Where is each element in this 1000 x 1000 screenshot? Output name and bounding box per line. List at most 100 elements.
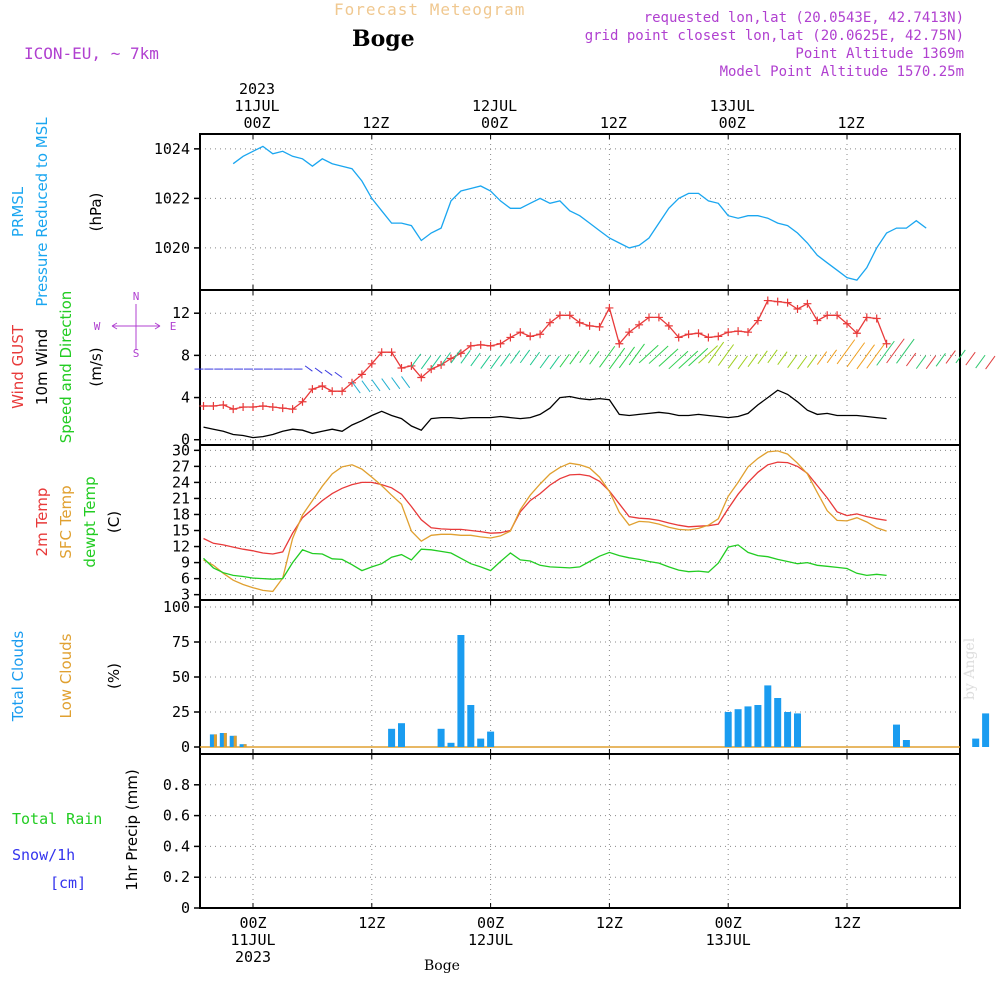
wind-gust-marker — [258, 401, 267, 410]
time-label-bottom: 2023 — [235, 948, 271, 966]
temperature-tick-label: 15 — [172, 522, 190, 540]
total-clouds-bar — [229, 735, 237, 747]
precipitation-panel-frame — [199, 753, 961, 909]
wind-direction-arrow — [856, 344, 875, 370]
wind-gust-marker — [278, 404, 287, 413]
wind-direction-arrow — [529, 351, 541, 366]
total-clouds-bar — [744, 706, 752, 747]
pressure-tick-label: 1020 — [154, 239, 190, 257]
point-altitude: Point Altitude 1369m — [795, 46, 964, 62]
wind-direction-arrow — [391, 377, 401, 390]
model-label: ICON-EU, ~ 7km — [24, 44, 159, 63]
total-clouds-bar — [467, 705, 475, 747]
total-clouds-bar — [774, 698, 782, 747]
wind-gust-marker — [328, 387, 337, 396]
wind-gust-marker — [615, 339, 624, 348]
wind-direction-arrow — [559, 353, 570, 368]
wind-gust-marker — [229, 405, 238, 414]
total-clouds-bar — [764, 685, 772, 747]
wind-direction-arrow — [925, 355, 937, 370]
time-label-top: 00Z — [719, 114, 746, 132]
wind-gust-marker — [595, 322, 604, 331]
wind-gust-marker — [565, 311, 574, 320]
time-label-top: 12Z — [600, 114, 627, 132]
model-altitude: Model Point Altitude 1570.25m — [719, 64, 964, 80]
wind-direction-arrow — [371, 379, 381, 392]
wind-direction-arrow — [509, 350, 521, 364]
wind-gust-marker — [288, 405, 297, 414]
total-clouds-bar — [794, 713, 801, 747]
wind-direction-arrow — [698, 345, 718, 364]
wind-gust-marker — [427, 365, 436, 374]
wind-gust-marker — [734, 327, 743, 336]
wind-gust-marker — [575, 318, 584, 327]
wind-gust-line — [203, 299, 888, 410]
wind-direction-arrow — [440, 352, 451, 366]
wind-gust-marker — [496, 339, 505, 348]
wind-direction-arrow — [727, 355, 739, 369]
wind-gust-marker — [476, 340, 485, 349]
time-label-bottom: 00Z — [239, 914, 266, 932]
compass-n: N — [133, 290, 140, 303]
total-clouds-bar — [388, 728, 396, 747]
temperature-tick-label: 24 — [172, 473, 190, 491]
wind-direction-arrow — [816, 351, 828, 365]
wind-direction-arrow — [589, 351, 600, 365]
wind-gust-marker — [367, 359, 376, 368]
wind-direction-arrow — [896, 338, 915, 364]
pressure-panel-frame — [199, 133, 961, 291]
low-clouds-label: Low Clouds — [57, 633, 75, 718]
wind-direction-arrow — [737, 355, 748, 370]
snow-unit: [cm] — [50, 874, 86, 892]
wind-direction-arrow — [777, 351, 788, 365]
temp2m-label: 2m Temp — [33, 488, 51, 557]
wind-direction-arrow — [846, 342, 866, 368]
wind-gust-marker — [724, 328, 733, 337]
pressure-tick-label: 1024 — [154, 140, 190, 158]
time-label-bottom: 13JUL — [706, 931, 751, 949]
time-label-bottom: 12Z — [833, 914, 860, 932]
low-clouds-bar — [223, 733, 227, 747]
wind-direction-arrow — [304, 365, 313, 372]
wind-gust-marker — [486, 341, 495, 350]
wind-direction-arrow — [688, 347, 709, 367]
wind-gust-marker — [209, 401, 218, 410]
time-label-top: 2023 — [239, 80, 275, 98]
wind-gust-marker — [833, 311, 842, 320]
wind-gust-marker — [466, 341, 475, 350]
wind-direction-arrow — [767, 349, 778, 364]
total-clouds-bar — [972, 738, 980, 747]
total-clouds-bar — [902, 740, 910, 747]
wind-direction-arrow — [628, 343, 645, 366]
wind-gust-marker — [862, 313, 871, 322]
wind-direction-arrow — [470, 352, 481, 367]
wind-direction-arrow — [351, 381, 361, 394]
clouds-tick-label: 75 — [172, 633, 190, 651]
wind-direction-arrow — [324, 369, 333, 376]
wind-unit: (m/s) — [87, 347, 105, 386]
footer-location: Boge — [424, 958, 460, 974]
compass-w: W — [94, 320, 101, 333]
wind-label: 10m Wind — [33, 329, 51, 405]
time-label-top: 11JUL — [234, 97, 279, 115]
wind-direction-label: Speed and Direction — [57, 291, 75, 444]
wind-direction-arrow — [806, 354, 818, 368]
wind-gust-marker — [199, 401, 208, 410]
wind-gust-marker — [694, 329, 703, 338]
total-clouds-bar — [447, 742, 455, 747]
time-label-top: 00Z — [481, 114, 508, 132]
temperature-tick-label: 30 — [172, 441, 190, 459]
wind-gust-marker — [417, 373, 426, 382]
wind-gust-marker — [585, 321, 594, 330]
wind-direction-arrow — [401, 376, 411, 389]
low-clouds-bar — [243, 744, 247, 747]
wind-gust-marker — [555, 311, 564, 320]
temperature-panel-frame — [199, 444, 961, 601]
wind-direction-arrow — [460, 350, 471, 364]
wind-gust-marker — [397, 364, 406, 373]
dewpt-label: dewpt Temp — [81, 476, 99, 567]
wind-direction-arrow — [314, 367, 323, 374]
wind-gust-marker — [239, 403, 248, 412]
temperature-tick-label: 12 — [172, 538, 190, 556]
